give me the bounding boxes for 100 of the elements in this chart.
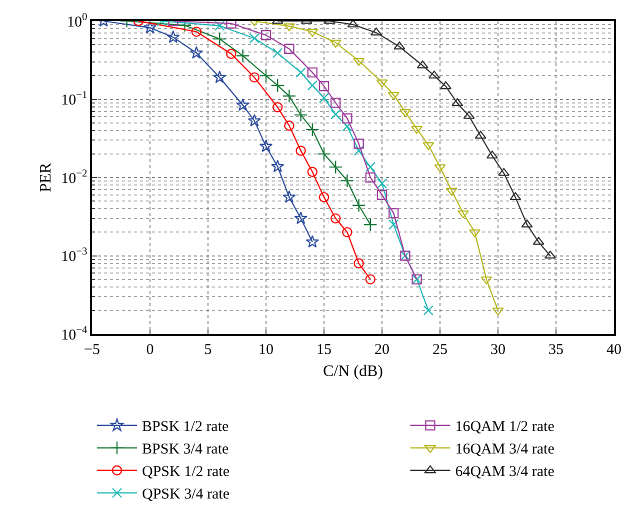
point (353, 58, 365, 66)
point (213, 70, 226, 84)
point (480, 276, 492, 284)
point (411, 126, 423, 134)
x-tick-label: 20 (374, 342, 390, 358)
point (191, 26, 202, 37)
point (271, 160, 284, 172)
point (270, 78, 284, 92)
legend-label: 16QAM 3/4 rate (455, 442, 555, 458)
point (498, 168, 510, 176)
x-tick-label: 5 (204, 342, 212, 358)
point (388, 208, 399, 218)
y-tick-label: 10$^{−4}$ (61, 324, 88, 344)
point (178, 21, 192, 32)
point (469, 229, 481, 238)
point (474, 130, 486, 139)
point (236, 98, 250, 111)
point (422, 142, 434, 150)
point (354, 146, 364, 156)
y-tick-label: 10$^{0}$ (67, 12, 88, 30)
x-tick-label: 30 (490, 342, 506, 358)
point (365, 162, 376, 172)
point (440, 81, 452, 90)
point (364, 218, 378, 232)
point (388, 220, 399, 230)
point (318, 192, 330, 202)
point (457, 210, 469, 218)
x-tick-label: 15 (316, 342, 332, 358)
point (294, 212, 308, 224)
point (307, 166, 318, 177)
point (492, 308, 504, 316)
y-tick-label: 10$^{−3}$ (61, 246, 88, 265)
point (330, 109, 341, 120)
point (342, 121, 352, 132)
x-tick-label: 10 (258, 342, 274, 358)
point (365, 274, 376, 284)
point (376, 79, 388, 88)
point (318, 92, 330, 104)
x-tick-label: 0 (146, 342, 154, 358)
point (284, 44, 294, 54)
point (416, 60, 428, 68)
point (307, 67, 318, 78)
point (283, 23, 295, 32)
x-tick-label: 25 (432, 342, 448, 358)
point (328, 160, 342, 174)
point (486, 150, 498, 159)
x-tick-label: −5 (84, 342, 100, 358)
point (307, 80, 318, 91)
point (394, 42, 406, 50)
point (296, 67, 306, 78)
point (272, 48, 283, 58)
legend-label: QPSK 3/4 rate (142, 486, 230, 503)
legend-label: BPSK 1/2 rate (142, 419, 230, 436)
point (376, 190, 388, 200)
x-tick-label: 40 (606, 342, 622, 358)
legend-label: 16QAM 1/2 rate (455, 419, 555, 436)
point (365, 172, 376, 183)
point (376, 178, 388, 189)
point (446, 188, 458, 196)
point (342, 113, 352, 124)
y-axis-title: PER (37, 162, 54, 192)
point (212, 32, 226, 46)
point (354, 258, 364, 268)
x-tick-label: 35 (548, 342, 564, 358)
point (463, 110, 475, 119)
point (282, 190, 296, 203)
point (272, 102, 283, 112)
point (452, 98, 464, 106)
point (317, 147, 331, 161)
point (248, 114, 261, 127)
point (342, 227, 352, 238)
point (306, 235, 319, 248)
point (143, 21, 157, 34)
point (236, 48, 250, 63)
legend-label: QPSK 1/2 rate (142, 464, 230, 480)
point (296, 146, 306, 156)
point (330, 98, 341, 108)
point (214, 21, 225, 31)
point (294, 108, 308, 122)
point (249, 33, 260, 44)
point (318, 81, 330, 92)
point (166, 30, 180, 43)
point (226, 48, 236, 59)
point (259, 139, 273, 152)
point (354, 138, 364, 149)
point (428, 70, 440, 79)
point (423, 305, 434, 316)
point (352, 198, 366, 212)
point (434, 164, 446, 172)
point (330, 40, 342, 48)
point (249, 72, 260, 83)
y-tick-label: 10$^{−1}$ (61, 90, 88, 108)
legend-label: BPSK 3/4 rate (142, 442, 230, 458)
point (330, 213, 341, 224)
point (544, 250, 556, 259)
legend-label: 64QAM 3/4 rate (455, 464, 555, 480)
point (340, 174, 354, 188)
point (259, 68, 273, 83)
point (388, 92, 400, 100)
point (260, 30, 272, 40)
